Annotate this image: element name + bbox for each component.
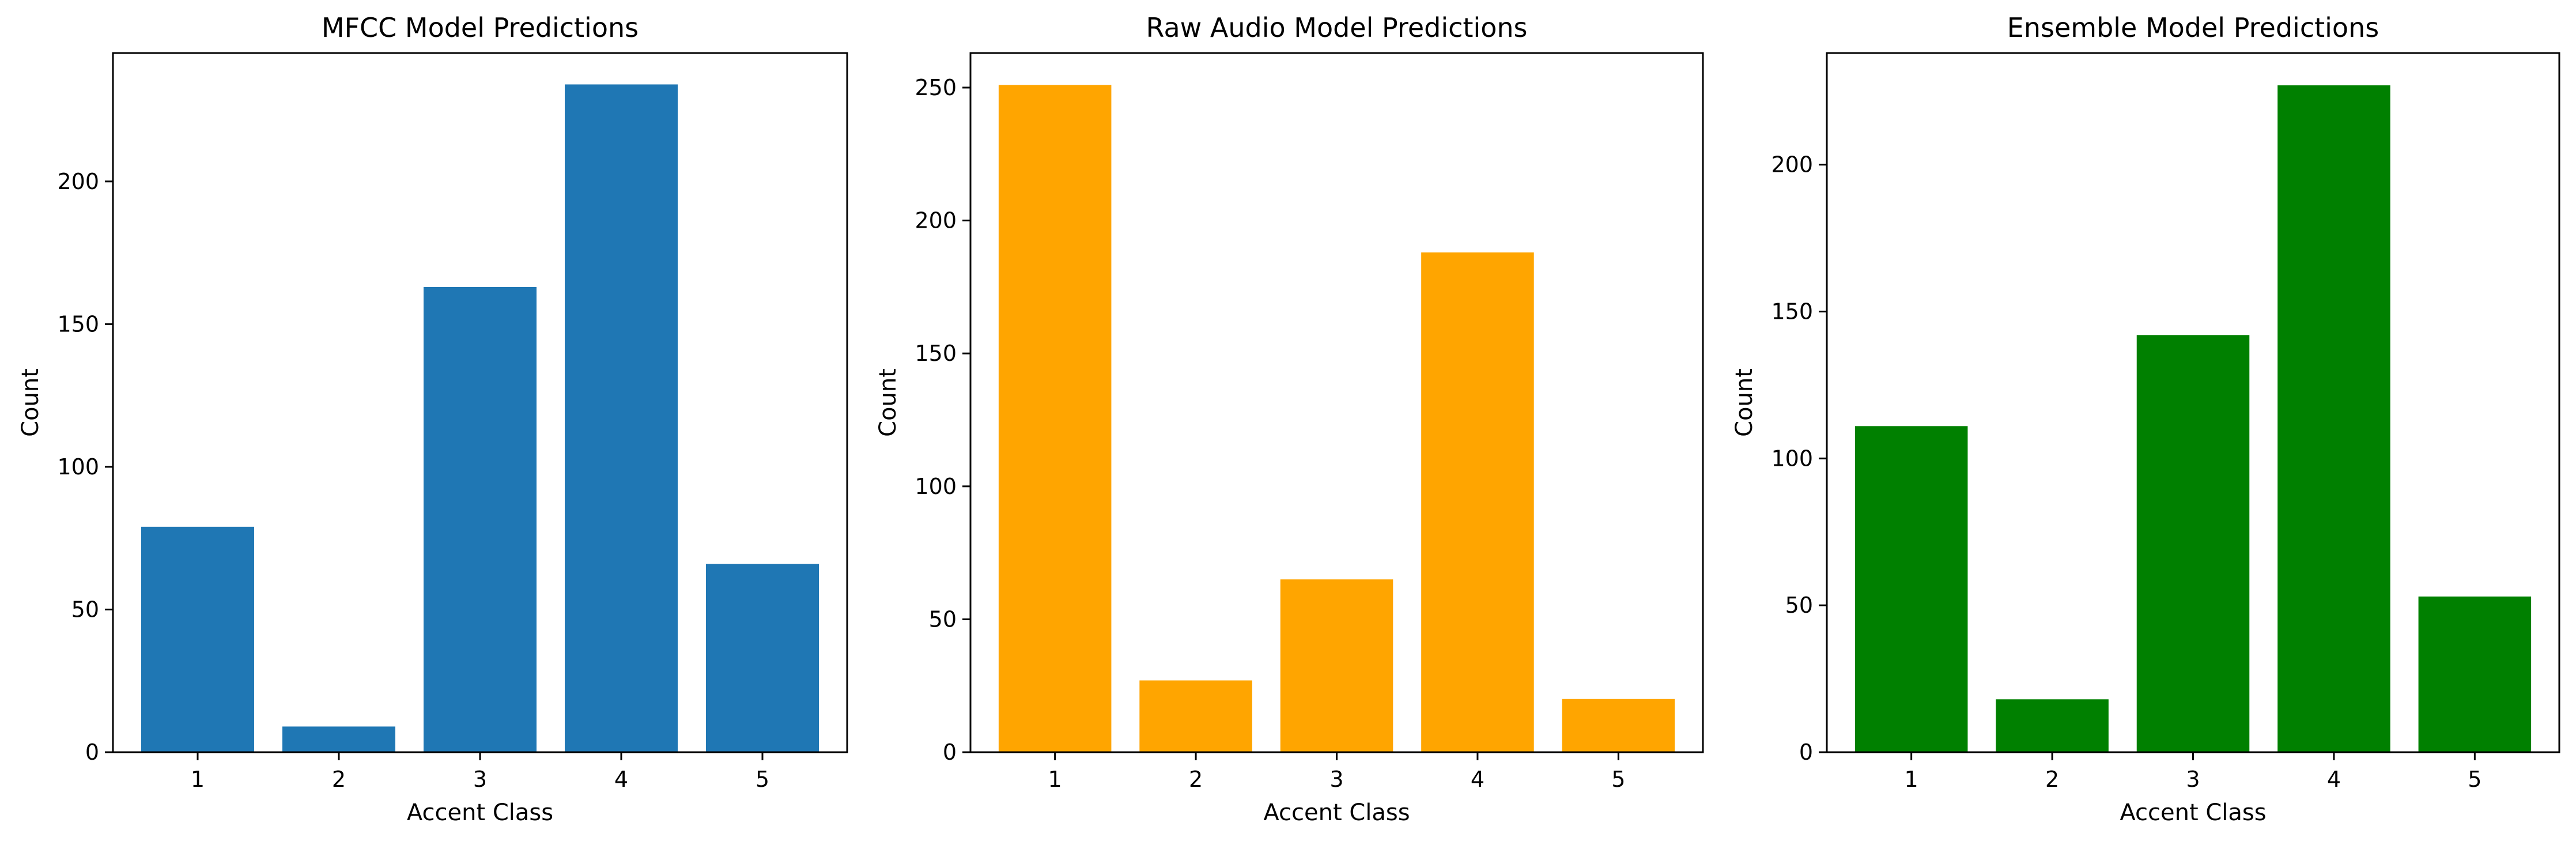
y-tick-label: 100 [915,474,957,499]
x-tick-label: 2 [332,767,346,792]
y-tick-label: 0 [1799,740,1813,765]
bar-5 [706,564,819,752]
y-tick-label: 150 [915,341,957,366]
y-tick-label: 200 [57,169,99,194]
x-axis-label: Accent Class [2120,799,2266,826]
bar-3 [1280,579,1393,752]
y-tick-label: 150 [1771,299,1813,325]
bar-3 [424,286,537,753]
bar-4 [565,84,678,753]
x-tick-label: 1 [191,767,205,792]
bar-5 [2418,596,2532,752]
y-tick-label: 200 [1771,152,1813,178]
x-tick-label: 1 [1905,767,1918,792]
y-axis-ticks: 0 50 100 150 200 [1771,152,1827,765]
x-tick-label: 4 [614,767,628,792]
y-axis-label: Count [875,368,901,437]
bar-group [1854,85,2532,753]
y-tick-label: 100 [1771,446,1813,471]
x-axis-ticks: 1 2 3 4 5 [1048,752,1625,792]
y-tick-label: 50 [1785,593,1813,618]
subplot-ensemble: Ensemble Model Predictions 050100150200 … [1731,12,2560,826]
chart-title: MFCC Model Predictions [322,12,639,43]
x-tick-label: 5 [756,767,769,792]
y-axis-label: Count [17,368,44,437]
chart-title: Raw Audio Model Predictions [1146,12,1528,43]
subplot-raw-audio: Raw Audio Model Predictions 0 50 100 150 200… [875,12,1704,826]
y-axis-label: Count [1731,368,1758,437]
bar-3 [2136,335,2250,752]
y-tick-label: 200 [915,208,957,233]
bar-2 [1139,680,1252,752]
y-tick-label: 150 [57,311,99,337]
x-tick-label: 3 [473,767,487,792]
x-tick-label: 2 [2045,767,2059,792]
x-axis-label: Accent Class [407,799,553,826]
y-tick-label: 250 [915,75,957,100]
subplot-mfcc: MFCC Model Predictions 0 50 100 150 200 1 2 3 4… [17,12,848,826]
bar-4 [1421,252,1534,752]
bar-group [141,84,819,753]
bar-1 [141,526,254,752]
y-tick-label: 50 [71,597,99,622]
bar-4 [2277,85,2390,753]
bar-1 [1854,426,1968,752]
bar-group [998,85,1675,753]
bar-5 [1562,699,1675,752]
x-tick-label: 4 [1471,767,1485,792]
x-axis-ticks: 1 2 3 4 5 [1905,752,2481,792]
x-tick-label: 3 [1329,767,1343,792]
y-tick-label: 50 [929,606,957,632]
y-axis-ticks: 0 50 100 150 200 250 [915,75,970,765]
x-axis-ticks: 1 2 3 4 5 [191,752,769,792]
bar-2 [1996,699,2109,752]
x-axis-label: Accent Class [1263,799,1410,826]
x-tick-label: 4 [2327,767,2341,792]
y-tick-label: 0 [943,740,957,765]
y-tick-label: 100 [57,454,99,480]
x-tick-label: 5 [2468,767,2481,792]
bar-2 [282,726,395,752]
x-tick-label: 3 [2186,767,2200,792]
bar-1 [998,85,1112,753]
x-tick-label: 2 [1189,767,1203,792]
x-tick-label: 1 [1048,767,1062,792]
x-tick-label: 5 [1611,767,1625,792]
chart-title: Ensemble Model Predictions [2007,12,2379,43]
y-tick-label: 0 [85,740,99,765]
y-axis-ticks: 0 50 100 150 200 [57,169,113,765]
